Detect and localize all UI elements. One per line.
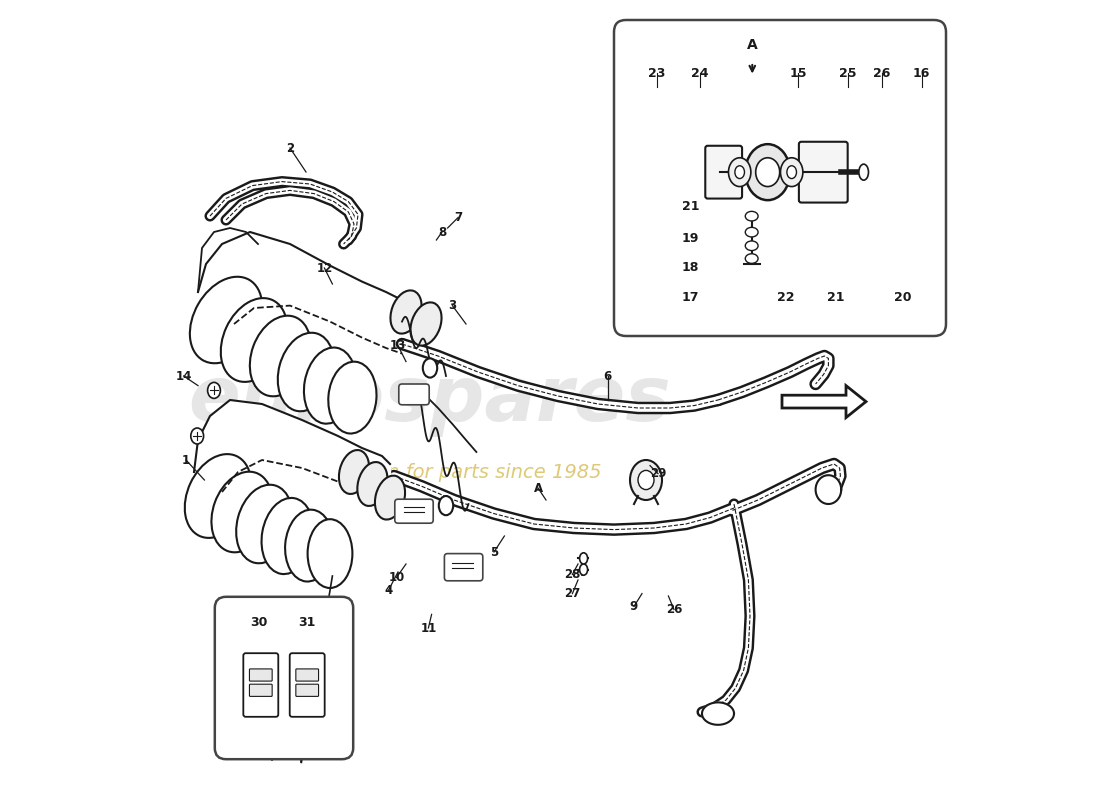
Ellipse shape xyxy=(304,347,356,424)
FancyBboxPatch shape xyxy=(799,142,848,202)
Text: 11: 11 xyxy=(420,622,437,634)
FancyBboxPatch shape xyxy=(296,669,319,681)
Text: 3: 3 xyxy=(449,299,456,312)
Text: 1: 1 xyxy=(182,454,190,466)
FancyBboxPatch shape xyxy=(399,384,429,405)
Text: 23: 23 xyxy=(648,67,666,80)
Text: 15: 15 xyxy=(790,67,807,80)
Polygon shape xyxy=(782,386,866,418)
FancyBboxPatch shape xyxy=(705,146,742,198)
Ellipse shape xyxy=(278,333,334,411)
Text: 17: 17 xyxy=(682,290,700,303)
FancyBboxPatch shape xyxy=(250,684,272,696)
Ellipse shape xyxy=(190,277,262,363)
Ellipse shape xyxy=(746,144,790,200)
FancyBboxPatch shape xyxy=(243,653,278,717)
Ellipse shape xyxy=(375,476,405,519)
Ellipse shape xyxy=(262,498,314,574)
Ellipse shape xyxy=(211,472,273,552)
FancyBboxPatch shape xyxy=(289,653,324,717)
FancyBboxPatch shape xyxy=(444,554,483,581)
Text: 18: 18 xyxy=(682,262,700,274)
Ellipse shape xyxy=(630,460,662,500)
FancyBboxPatch shape xyxy=(395,499,433,523)
Ellipse shape xyxy=(390,290,421,334)
Ellipse shape xyxy=(208,382,220,398)
Ellipse shape xyxy=(580,553,587,564)
Text: 14: 14 xyxy=(175,370,191,382)
Ellipse shape xyxy=(236,485,293,563)
Ellipse shape xyxy=(859,164,869,180)
Ellipse shape xyxy=(781,158,803,186)
Text: 22: 22 xyxy=(778,290,795,303)
Text: 4: 4 xyxy=(384,584,393,597)
Ellipse shape xyxy=(746,211,758,221)
Text: 8: 8 xyxy=(438,226,447,238)
FancyBboxPatch shape xyxy=(214,597,353,759)
Ellipse shape xyxy=(746,227,758,237)
Ellipse shape xyxy=(422,358,437,378)
Ellipse shape xyxy=(358,462,387,506)
Text: 13: 13 xyxy=(389,339,406,352)
Text: 31: 31 xyxy=(298,616,316,629)
Text: 25: 25 xyxy=(839,67,857,80)
Ellipse shape xyxy=(285,510,333,582)
Polygon shape xyxy=(702,702,734,725)
FancyBboxPatch shape xyxy=(296,684,319,696)
Text: 29: 29 xyxy=(650,467,667,480)
FancyBboxPatch shape xyxy=(614,20,946,336)
Ellipse shape xyxy=(580,564,587,575)
Text: 12: 12 xyxy=(317,262,332,274)
Text: 16: 16 xyxy=(913,67,931,80)
Text: 30: 30 xyxy=(250,616,267,629)
Text: 24: 24 xyxy=(691,67,708,80)
Ellipse shape xyxy=(746,254,758,263)
Text: 6: 6 xyxy=(604,370,612,382)
Ellipse shape xyxy=(250,316,311,396)
Ellipse shape xyxy=(328,362,376,434)
Text: 26: 26 xyxy=(666,603,682,616)
Ellipse shape xyxy=(308,519,352,588)
Ellipse shape xyxy=(410,302,441,346)
Ellipse shape xyxy=(221,298,287,382)
Ellipse shape xyxy=(190,428,204,444)
Text: A: A xyxy=(534,482,542,494)
Text: 27: 27 xyxy=(564,587,581,600)
Ellipse shape xyxy=(630,473,646,492)
Text: a passion for parts since 1985: a passion for parts since 1985 xyxy=(307,462,602,482)
Text: 5: 5 xyxy=(490,546,498,558)
Ellipse shape xyxy=(756,158,780,186)
Ellipse shape xyxy=(728,158,751,186)
Polygon shape xyxy=(815,475,842,504)
Text: 7: 7 xyxy=(454,211,462,224)
Text: 21: 21 xyxy=(827,290,844,303)
Text: 21: 21 xyxy=(682,200,700,213)
Text: eurospares: eurospares xyxy=(188,363,671,437)
Ellipse shape xyxy=(439,496,453,515)
Ellipse shape xyxy=(638,470,654,490)
Text: A: A xyxy=(747,38,758,53)
FancyBboxPatch shape xyxy=(250,669,272,681)
Text: 19: 19 xyxy=(682,232,700,245)
Ellipse shape xyxy=(746,241,758,250)
Ellipse shape xyxy=(185,454,251,538)
Ellipse shape xyxy=(339,450,370,494)
Text: 28: 28 xyxy=(564,568,581,581)
Ellipse shape xyxy=(786,166,796,178)
Text: 26: 26 xyxy=(873,67,890,80)
Text: 2: 2 xyxy=(286,142,294,154)
Text: 20: 20 xyxy=(894,290,912,303)
Text: 10: 10 xyxy=(388,571,405,584)
Text: 9: 9 xyxy=(630,600,638,613)
Ellipse shape xyxy=(735,166,745,178)
